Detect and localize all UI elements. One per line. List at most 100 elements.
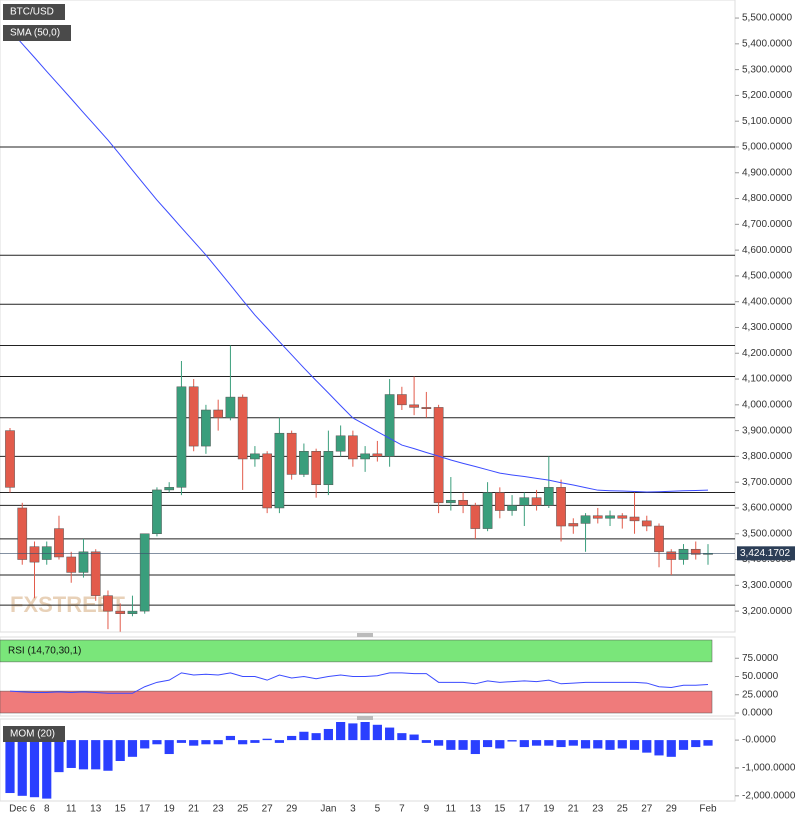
candle-body — [360, 453, 370, 460]
main-panel — [0, 0, 736, 633]
candle-body — [237, 396, 248, 460]
chart-title: BTC/USD — [10, 7, 54, 18]
y-tick-label: 75.0000 — [742, 653, 779, 664]
y-tick-label: 4,200.0000 — [742, 348, 792, 359]
y-tick-label: 50.0000 — [742, 671, 779, 682]
mom-bar — [434, 740, 444, 746]
x-tick-label: 17 — [519, 804, 531, 815]
candle-body — [690, 548, 701, 555]
sma-line — [9, 29, 709, 493]
mom-bar — [78, 740, 89, 770]
y-tick-label: 0.0000 — [742, 708, 773, 719]
y-tick-label: 5,200.0000 — [742, 90, 792, 101]
y-tick-label: 5,000.0000 — [742, 142, 792, 153]
x-tick-label: 8 — [44, 804, 50, 815]
y-tick-label: 5,400.0000 — [742, 38, 792, 49]
panel-grip[interactable] — [357, 633, 373, 637]
mom-bar — [580, 740, 591, 749]
candle-body — [678, 548, 689, 560]
y-tick-label: 4,100.0000 — [742, 374, 792, 385]
candle-body — [592, 515, 603, 519]
mom-bar — [678, 740, 689, 750]
x-tick-label: Dec 6 — [9, 804, 36, 815]
x-tick-label: 19 — [164, 804, 176, 815]
mom-bar — [605, 740, 615, 750]
mom-bar — [323, 728, 333, 741]
mom-bar — [409, 734, 419, 741]
candle-body — [54, 528, 64, 558]
candle-body — [666, 551, 677, 560]
mom-bar — [556, 740, 566, 748]
candle-body — [139, 533, 150, 612]
mom-bar — [250, 740, 260, 743]
mom-bar — [458, 740, 468, 750]
mom-bar — [42, 740, 52, 799]
last-price-label: 3,424.1702 — [740, 548, 790, 559]
candle-body — [188, 386, 199, 447]
candle-body — [274, 432, 285, 509]
candle-body — [482, 492, 493, 529]
candle-body — [164, 487, 175, 491]
candle-body — [176, 386, 187, 488]
candle-body — [311, 450, 321, 486]
candle-body — [286, 432, 297, 475]
y-tick-label: 4,900.0000 — [742, 167, 792, 178]
mom-bar — [103, 740, 113, 771]
candle-body — [348, 435, 358, 460]
rsi-title: RSI (14,70,30,1) — [8, 646, 81, 657]
mom-bar — [372, 724, 382, 741]
y-tick-label: -0.0000 — [742, 735, 776, 746]
mom-bar — [666, 740, 676, 757]
mom-bar — [703, 740, 713, 746]
candle-body — [372, 453, 383, 457]
y-tick-label: 3,600.0000 — [742, 503, 792, 514]
mom-bar — [152, 740, 162, 745]
candle-body — [617, 515, 628, 519]
candle-body — [201, 409, 211, 447]
candle-body — [494, 492, 505, 511]
candle-body — [335, 435, 346, 452]
legend-entry: SMA (50,0) — [10, 28, 60, 39]
x-tick-label: Jan — [320, 804, 336, 815]
mom-bar — [54, 740, 64, 773]
mom-bar — [507, 740, 517, 742]
candle-body — [127, 610, 138, 614]
candle-body — [78, 551, 89, 573]
mom-bar — [262, 738, 272, 741]
panel-grip[interactable] — [357, 716, 373, 720]
mom-bar — [519, 740, 529, 748]
candle-body — [384, 394, 395, 457]
y-tick-label: 25.0000 — [742, 689, 779, 700]
x-tick-label: 17 — [139, 804, 151, 815]
mom-bar — [336, 722, 346, 741]
mom-bar — [482, 740, 493, 748]
candle-body — [397, 394, 407, 406]
y-tick-label: 5,300.0000 — [742, 64, 792, 75]
mom-bar — [531, 740, 542, 746]
y-tick-label: 3,300.0000 — [742, 580, 792, 591]
x-tick-label: 5 — [375, 804, 381, 815]
mom-bar — [691, 740, 701, 748]
y-tick-label: 5,500.0000 — [742, 13, 792, 24]
mom-bar — [274, 740, 284, 743]
mom-bar — [642, 740, 652, 753]
candle-body — [17, 507, 28, 560]
mom-bar — [385, 727, 395, 741]
candle-body — [250, 453, 260, 460]
candle-body — [556, 487, 566, 527]
mom-bar — [66, 740, 76, 768]
x-tick-label: 11 — [446, 804, 457, 815]
candle-body — [299, 450, 309, 475]
y-tick-label: 4,000.0000 — [742, 399, 792, 410]
x-tick-label: 27 — [641, 804, 653, 815]
candle-body — [519, 497, 530, 506]
candle-body — [568, 523, 579, 527]
mom-bar — [17, 740, 27, 796]
mom-bar — [593, 740, 603, 749]
y-tick-label: 4,800.0000 — [742, 193, 792, 204]
mom-bar — [629, 740, 640, 750]
candle-body — [421, 407, 432, 409]
mom-bar — [5, 740, 15, 794]
x-tick-label: 3 — [350, 804, 356, 815]
